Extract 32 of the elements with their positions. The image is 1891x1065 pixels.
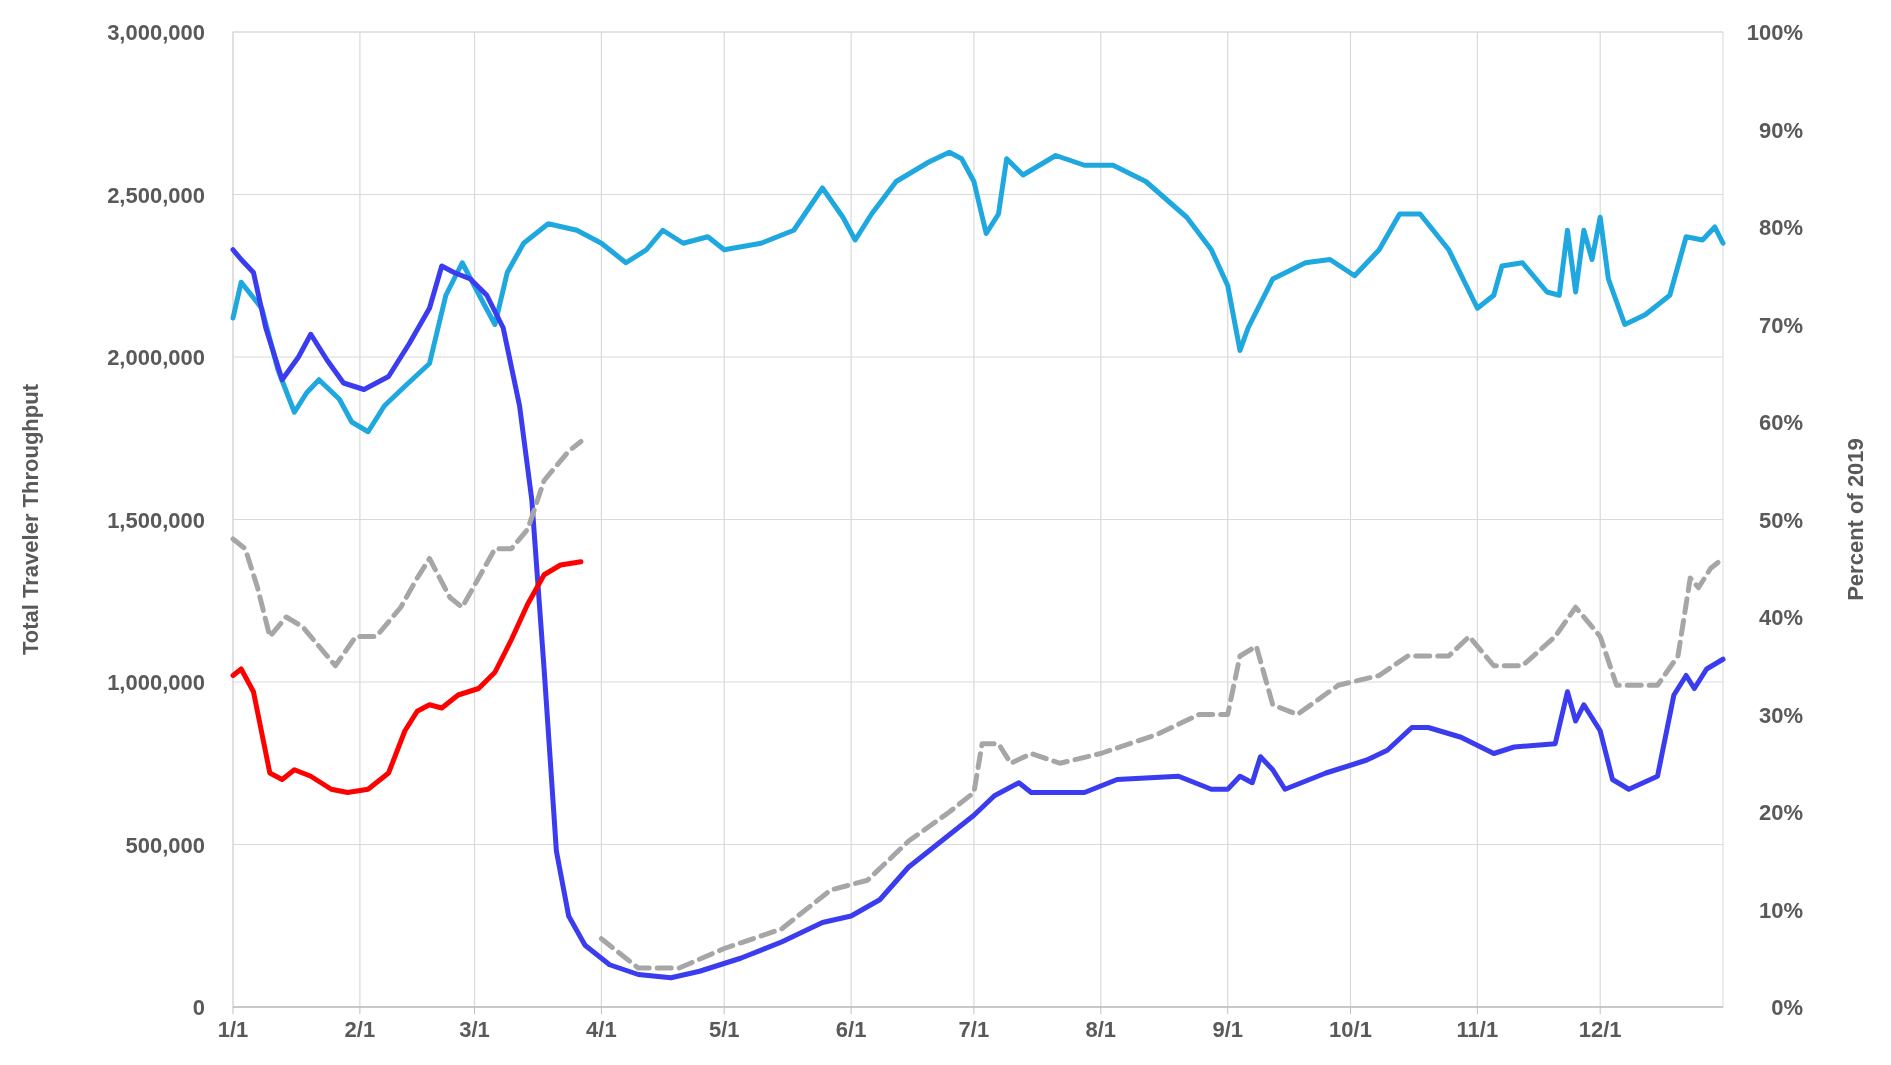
y2-tick-label: 0% xyxy=(1771,995,1803,1020)
y2-tick-label: 80% xyxy=(1758,215,1803,240)
y-tick-label: 1,500,000 xyxy=(107,507,205,533)
x-tick-label: 2/1 xyxy=(344,1017,376,1042)
x-tick-label: 3/1 xyxy=(459,1017,490,1042)
y2-tick-label: 40% xyxy=(1758,605,1803,630)
y2-tick-label: 20% xyxy=(1758,800,1803,825)
y-tick-label: 0 xyxy=(192,995,205,1020)
y2-tick-label: 70% xyxy=(1758,312,1803,338)
y2-axis-title: Percent of 2019 xyxy=(1843,438,1868,601)
x-tick-label: 7/1 xyxy=(958,1017,990,1042)
x-tick-label: 9/1 xyxy=(1212,1017,1243,1042)
y-tick-label: 2,500,000 xyxy=(107,182,205,208)
y-tick-label: 3,000,000 xyxy=(107,20,205,45)
y2-tick-label: 60% xyxy=(1758,410,1803,435)
x-tick-label: 6/1 xyxy=(835,1017,867,1042)
y2-tick-label: 30% xyxy=(1758,702,1803,728)
x-tick-label: 12/1 xyxy=(1578,1017,1622,1042)
y2-tick-label: 90% xyxy=(1758,117,1803,143)
y-tick-label: 2,000,000 xyxy=(107,345,205,370)
y-tick-label: 1,000,000 xyxy=(107,670,205,695)
y2-tick-label: 10% xyxy=(1758,897,1803,923)
y-tick-label: 500,000 xyxy=(125,832,205,858)
x-tick-label: 10/1 xyxy=(1329,1017,1372,1042)
x-tick-label: 5/1 xyxy=(708,1017,740,1042)
x-tick-label: 4/1 xyxy=(586,1017,617,1042)
x-tick-label: 1/1 xyxy=(217,1017,249,1042)
y2-tick-label: 50% xyxy=(1758,507,1803,533)
y2-tick-label: 100% xyxy=(1746,20,1803,45)
x-tick-label: 11/1 xyxy=(1456,1017,1499,1042)
x-tick-label: 8/1 xyxy=(1085,1017,1117,1042)
y-axis-title: Total Traveler Throughput xyxy=(18,383,43,655)
